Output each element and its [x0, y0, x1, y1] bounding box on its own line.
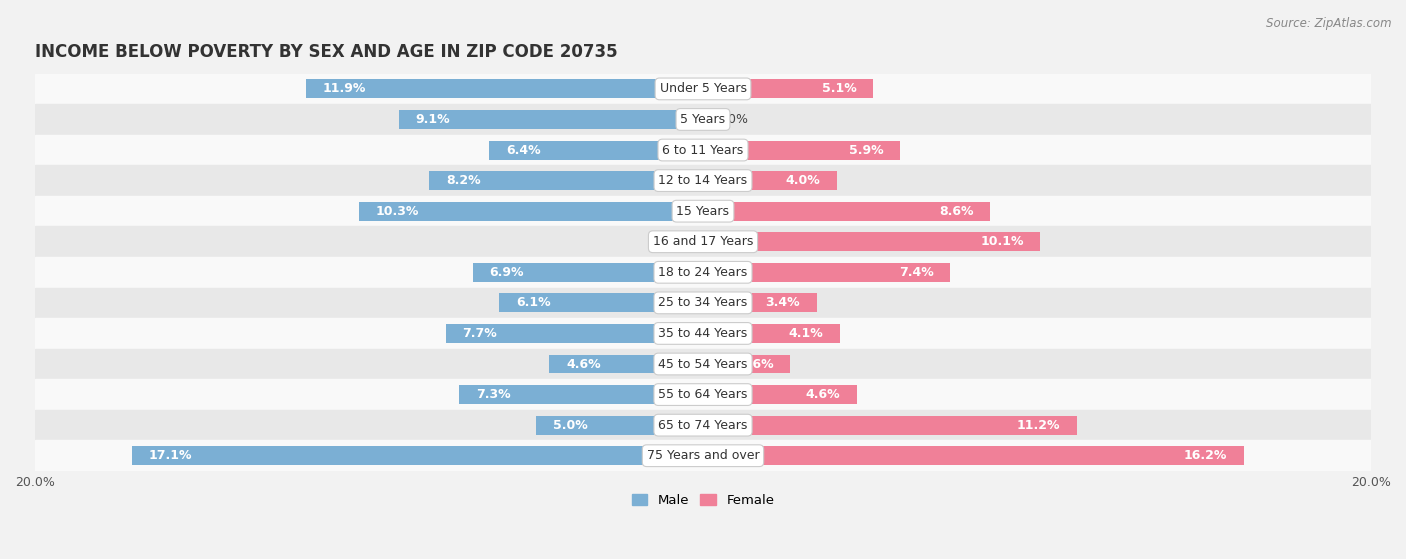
Bar [35, 318, 1371, 349]
Bar [35, 257, 1371, 287]
Text: 2.6%: 2.6% [738, 358, 773, 371]
Text: 55 to 64 Years: 55 to 64 Years [658, 388, 748, 401]
Bar [35, 226, 1371, 257]
Text: 11.9%: 11.9% [322, 82, 366, 96]
Bar [35, 196, 1371, 226]
Bar [703, 140, 900, 159]
Text: 6.9%: 6.9% [489, 266, 523, 279]
Bar [703, 354, 790, 373]
Bar [35, 410, 1371, 440]
Text: 17.1%: 17.1% [149, 449, 193, 462]
Text: 16 and 17 Years: 16 and 17 Years [652, 235, 754, 248]
Text: 5.1%: 5.1% [823, 82, 856, 96]
Text: 12 to 14 Years: 12 to 14 Years [658, 174, 748, 187]
Bar [703, 202, 990, 221]
Text: 6 to 11 Years: 6 to 11 Years [662, 144, 744, 157]
Text: 8.6%: 8.6% [939, 205, 973, 217]
Text: 7.7%: 7.7% [463, 327, 498, 340]
Bar [703, 263, 950, 282]
Text: 7.4%: 7.4% [898, 266, 934, 279]
Bar [305, 79, 703, 98]
Bar [446, 324, 703, 343]
Bar [35, 135, 1371, 165]
Text: 18 to 24 Years: 18 to 24 Years [658, 266, 748, 279]
Text: 45 to 54 Years: 45 to 54 Years [658, 358, 748, 371]
Bar [35, 165, 1371, 196]
Bar [703, 385, 856, 404]
Text: 10.3%: 10.3% [375, 205, 419, 217]
Text: 6.1%: 6.1% [516, 296, 551, 309]
Bar [35, 287, 1371, 318]
Text: 4.6%: 4.6% [567, 358, 600, 371]
Bar [399, 110, 703, 129]
Bar [359, 202, 703, 221]
Bar [472, 263, 703, 282]
Text: 65 to 74 Years: 65 to 74 Years [658, 419, 748, 432]
Text: 25 to 34 Years: 25 to 34 Years [658, 296, 748, 309]
Bar [35, 349, 1371, 380]
Text: 3.4%: 3.4% [765, 296, 800, 309]
Text: 7.3%: 7.3% [475, 388, 510, 401]
Text: 5.9%: 5.9% [849, 144, 883, 157]
Bar [35, 74, 1371, 104]
Text: 5.0%: 5.0% [553, 419, 588, 432]
Bar [703, 293, 817, 312]
Text: 35 to 44 Years: 35 to 44 Years [658, 327, 748, 340]
Bar [703, 324, 839, 343]
Text: 10.1%: 10.1% [980, 235, 1024, 248]
Text: 6.4%: 6.4% [506, 144, 540, 157]
Text: Source: ZipAtlas.com: Source: ZipAtlas.com [1267, 17, 1392, 30]
Bar [460, 385, 703, 404]
Bar [429, 171, 703, 190]
Bar [35, 380, 1371, 410]
Text: 0.0%: 0.0% [717, 113, 748, 126]
Bar [703, 446, 1244, 465]
Bar [703, 79, 873, 98]
Text: 15 Years: 15 Years [676, 205, 730, 217]
Bar [703, 171, 837, 190]
Text: 11.2%: 11.2% [1017, 419, 1060, 432]
Text: 4.1%: 4.1% [789, 327, 824, 340]
Bar [499, 293, 703, 312]
Bar [35, 104, 1371, 135]
Text: INCOME BELOW POVERTY BY SEX AND AGE IN ZIP CODE 20735: INCOME BELOW POVERTY BY SEX AND AGE IN Z… [35, 43, 617, 61]
Text: Under 5 Years: Under 5 Years [659, 82, 747, 96]
Bar [132, 446, 703, 465]
Text: 4.6%: 4.6% [806, 388, 839, 401]
Text: 5 Years: 5 Years [681, 113, 725, 126]
Bar [489, 140, 703, 159]
Legend: Male, Female: Male, Female [626, 489, 780, 512]
Text: 9.1%: 9.1% [416, 113, 450, 126]
Bar [35, 440, 1371, 471]
Bar [703, 416, 1077, 434]
Text: 16.2%: 16.2% [1184, 449, 1227, 462]
Bar [703, 232, 1040, 251]
Bar [536, 416, 703, 434]
Text: 4.0%: 4.0% [785, 174, 820, 187]
Text: 8.2%: 8.2% [446, 174, 481, 187]
Text: 0.0%: 0.0% [658, 235, 689, 248]
Text: 75 Years and over: 75 Years and over [647, 449, 759, 462]
Bar [550, 354, 703, 373]
